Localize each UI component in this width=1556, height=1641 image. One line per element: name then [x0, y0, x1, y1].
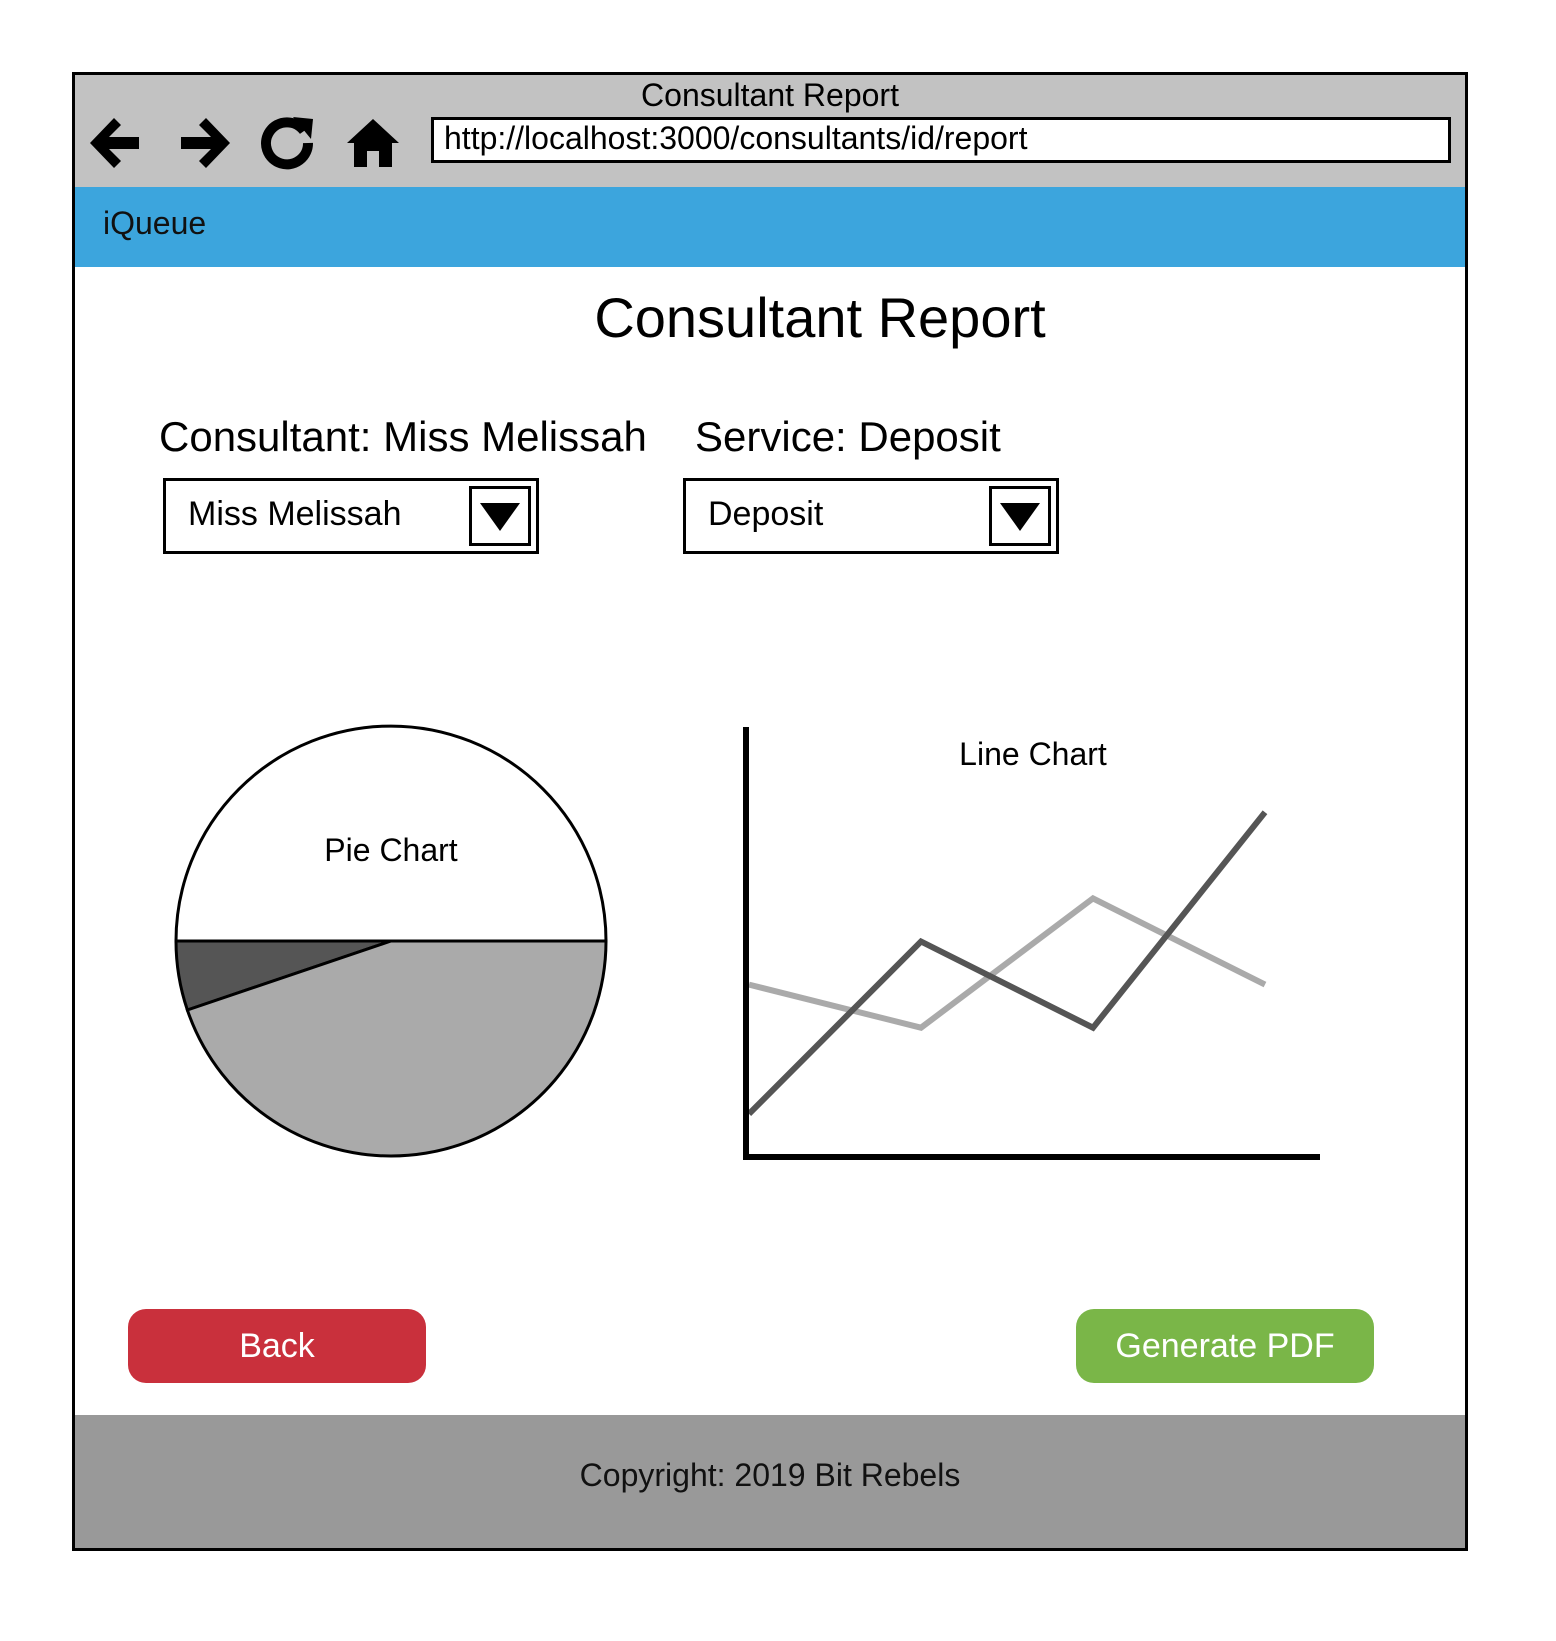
line-series — [746, 810, 1268, 1117]
charts-area: Pie Chart Line Chart — [174, 724, 1320, 1160]
brand-link[interactable]: iQueue — [103, 205, 207, 241]
pie-slice — [185, 939, 608, 1158]
chevron-down-icon — [480, 503, 520, 531]
service-label: Service: Deposit — [695, 413, 1001, 460]
reload-icon[interactable] — [257, 113, 317, 173]
chevron-down-icon — [1000, 503, 1040, 531]
consultant-select-value: Miss Melissah — [188, 495, 402, 533]
browser-chrome: Consultant Report http://localhost:3000/… — [75, 75, 1465, 187]
app-navbar: iQueue — [75, 187, 1465, 267]
browser-window: Consultant Report http://localhost:3000/… — [72, 72, 1468, 1551]
arrow-right-icon[interactable] — [175, 113, 235, 173]
address-bar[interactable]: http://localhost:3000/consultants/id/rep… — [431, 117, 1451, 163]
home-icon[interactable] — [343, 113, 403, 173]
back-button[interactable]: Back — [128, 1309, 426, 1383]
footer: Copyright: 2019 Bit Rebels — [75, 1415, 1465, 1548]
service-dropdown-button[interactable] — [989, 486, 1051, 546]
line-chart: Line Chart — [743, 727, 1320, 1160]
service-select-value: Deposit — [708, 495, 824, 533]
consultant-select[interactable]: Miss Melissah — [163, 478, 539, 554]
page-title: Consultant Report — [594, 286, 1046, 349]
service-select[interactable]: Deposit — [683, 478, 1059, 554]
pie-slice — [174, 724, 608, 943]
arrow-left-icon[interactable] — [85, 113, 145, 173]
generate-pdf-button[interactable]: Generate PDF — [1076, 1309, 1374, 1383]
window-title: Consultant Report — [641, 77, 899, 113]
line-chart-title: Line Chart — [959, 736, 1107, 772]
consultant-dropdown-button[interactable] — [469, 486, 531, 546]
pie-chart-title: Pie Chart — [324, 832, 458, 868]
consultant-label: Consultant: Miss Melissah — [159, 413, 647, 460]
pie-chart: Pie Chart — [174, 724, 608, 1158]
copyright-text: Copyright: 2019 Bit Rebels — [579, 1457, 961, 1493]
line-series — [748, 894, 1267, 1031]
